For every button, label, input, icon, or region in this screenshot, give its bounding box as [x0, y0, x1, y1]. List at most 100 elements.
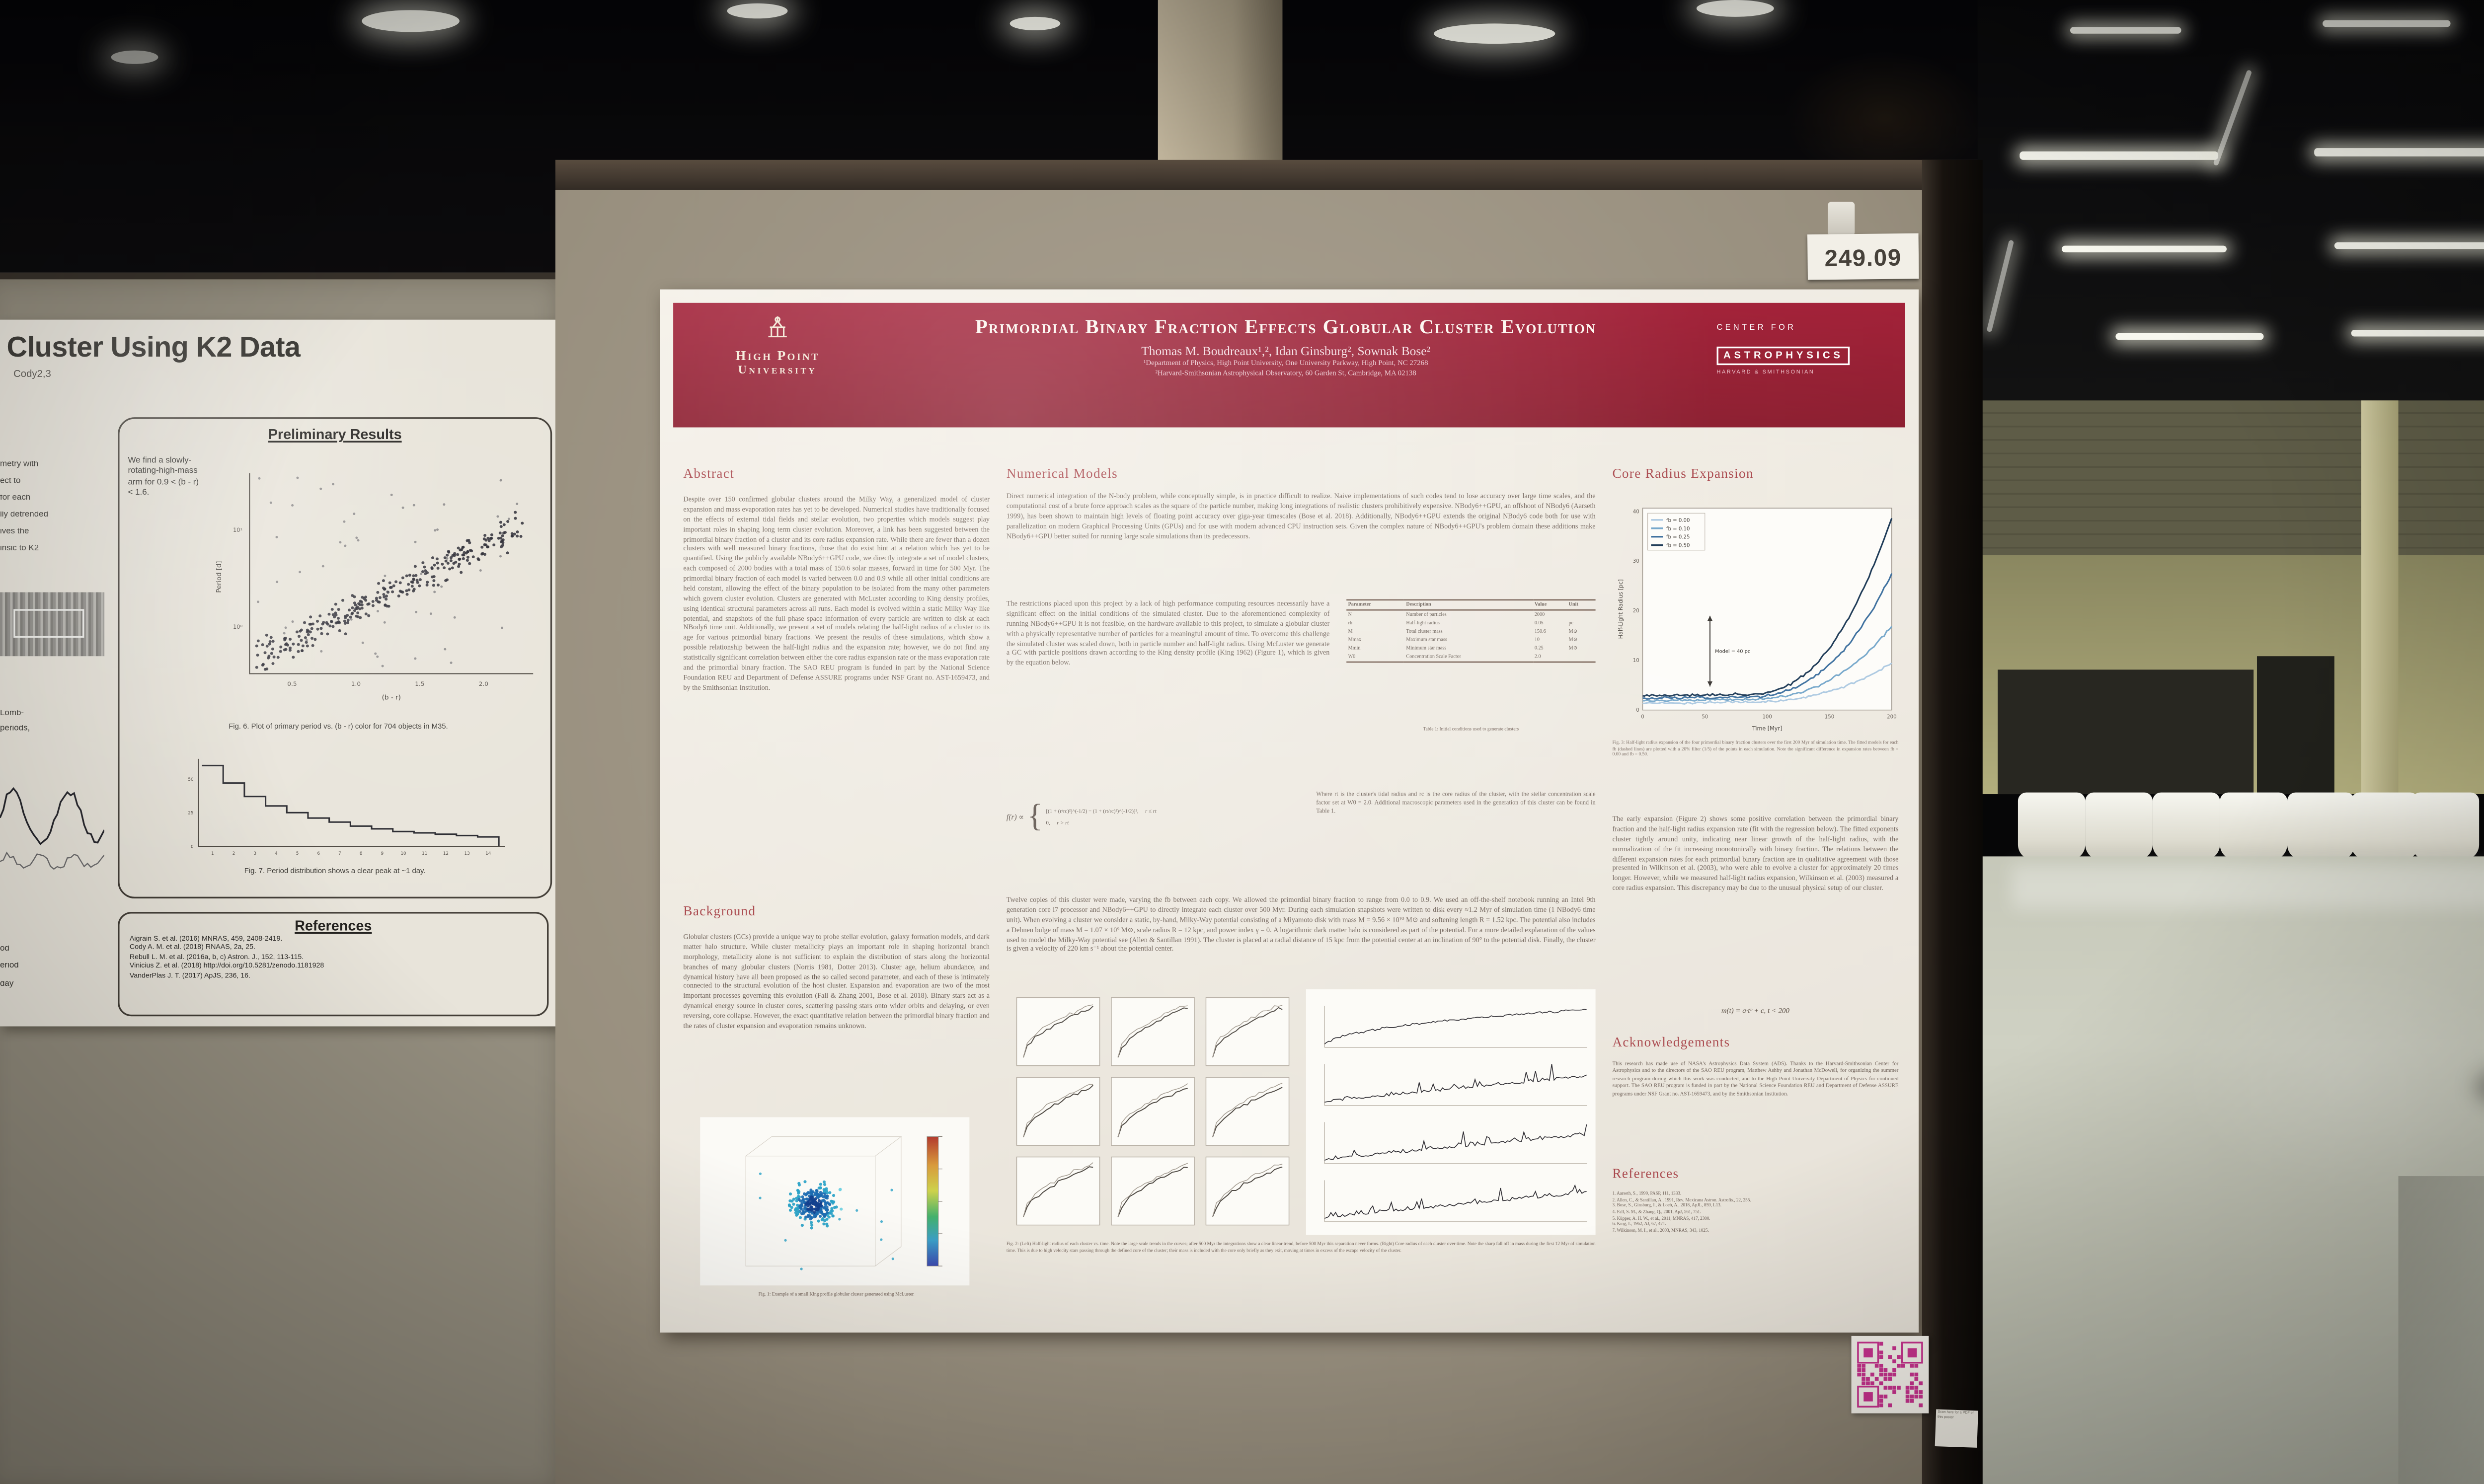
- table-row: W0 Concentration Scale Factor 2.0: [1346, 652, 1596, 663]
- period-color-scatter-figure: 0.5 1.0 1.5 2.0 10⁰ 10¹ (b - r) Period [d]: [216, 473, 534, 702]
- svg-text:Model = 40 pc: Model = 40 pc: [1715, 649, 1750, 654]
- k2-reference: Aigrain S. et al. (2016) MNRAS, 459, 240…: [129, 934, 283, 943]
- numerical-text-1: Direct numerical integration of the N-bo…: [1006, 491, 1596, 539]
- svg-text:7: 7: [338, 851, 341, 856]
- ceiling-light-strip: [2062, 245, 2227, 253]
- binder-clip: [1828, 202, 1855, 236]
- qr-side-label: Scan here for a PDF of this poster: [1935, 1409, 1978, 1448]
- k2-reference: VanderPlas J. T. (2017) ApJS, 236, 16.: [129, 970, 251, 979]
- hall-wall-upper: [1977, 400, 2484, 559]
- poster-authors: Thomas M. Boudreaux¹,², Idan Ginsburg², …: [1141, 343, 1431, 358]
- doorway: [2256, 656, 2334, 795]
- table-row: rh Half-light radius 0.05 pc: [1348, 619, 1574, 626]
- svg-text:fb = 0.10: fb = 0.10: [1666, 526, 1690, 532]
- floor-sheen: [2179, 957, 2484, 1193]
- table-header: Parameter: [1346, 598, 1405, 612]
- svg-text:0: 0: [1641, 715, 1644, 720]
- ceiling-light: [1009, 16, 1061, 30]
- k2-reference: Rebull L. M. et al. (2016a, b, c) Astron…: [129, 952, 304, 961]
- covered-table: [2351, 792, 2419, 860]
- svg-text:1.0: 1.0: [351, 680, 361, 687]
- svg-text:10: 10: [400, 851, 406, 856]
- ceiling-light-strip: [2070, 27, 2181, 34]
- floor-reflection: [2011, 865, 2484, 909]
- svg-text:Time [Myr]: Time [Myr]: [1752, 725, 1782, 732]
- reference-item: 2. Allen, C., & Santillan, A., 1991, Rev…: [1612, 1197, 1751, 1203]
- left-poster-text-fragment: od: [0, 945, 9, 954]
- svg-text:10: 10: [1633, 658, 1639, 664]
- numerical-text-2b: Where rt is the cluster's tidal radius a…: [1316, 791, 1596, 815]
- svg-text:2: 2: [233, 851, 235, 856]
- left-poster-text-fragment: ect to: [0, 478, 21, 487]
- poster-column-middle: Numerical Models Direct numerical integr…: [1007, 457, 1596, 1312]
- reference-item: 3. Bose, S., Ginsburg, I., & Loeb, A., 2…: [1612, 1203, 1722, 1209]
- svg-text:20: 20: [1633, 608, 1639, 614]
- svg-text:8: 8: [360, 851, 363, 856]
- poster-number: 249.09: [1824, 242, 1902, 271]
- svg-text:fb = 0.50: fb = 0.50: [1666, 543, 1690, 549]
- fig7-caption: Fig. 7. Period distribution shows a clea…: [244, 866, 426, 875]
- poster-title-block: Primordial Binary Fraction Effects Globu…: [862, 314, 1710, 378]
- svg-text:50: 50: [188, 777, 194, 782]
- left-poster-text-fragment: insic to K2: [0, 545, 39, 554]
- table-row: M Total cluster mass 150.6 M⊙: [1348, 627, 1578, 634]
- svg-text:14: 14: [485, 851, 491, 856]
- svg-text:12: 12: [443, 851, 449, 856]
- svg-text:13: 13: [465, 851, 470, 856]
- covered-table: [2018, 792, 2086, 860]
- left-poster: Cluster Using K2 Data Cody2,3 metry with…: [0, 319, 559, 1027]
- poster-affiliation: ¹Department of Physics, High Point Unive…: [1143, 359, 1428, 368]
- reference-item: 4. Fall, S. M., & Zhang, Q., 2001, ApJ, …: [1612, 1209, 1702, 1215]
- hall-ceiling: [1977, 0, 2484, 404]
- covered-table: [2152, 792, 2220, 860]
- king-profile-equation: f(r) ∝ { [(1 + (r/rc)²)^(-1/2) − (1 + (r…: [1006, 799, 1157, 835]
- svg-text:6: 6: [317, 851, 320, 856]
- left-poster-text-fragment: for each: [0, 494, 31, 503]
- acknowledgements-text: This research has made use of NASA's Ast…: [1612, 1060, 1899, 1097]
- abstract-text: Despite over 150 confirmed globular clus…: [683, 494, 990, 691]
- k2-reference: Cody A. M. et al. (2018) RNAAS, 2a, 25.: [129, 943, 255, 952]
- cluster-3d-figure: [700, 1117, 970, 1286]
- references-list: 1. Aarseth, S., 1999, PASP, 111, 1333. 2…: [1612, 1191, 1898, 1309]
- svg-text:Period [d]: Period [d]: [216, 561, 223, 593]
- cfa-logo-line2: Astrophysics: [1716, 347, 1851, 366]
- svg-text:0: 0: [191, 844, 194, 849]
- abstract-heading: Abstract: [683, 466, 735, 481]
- core-radius-heading: Core Radius Expansion: [1612, 466, 1754, 481]
- preliminary-results-heading: Preliminary Results: [268, 426, 402, 443]
- left-poster-title: Cluster Using K2 Data: [6, 331, 301, 364]
- ceiling-light-strip: [2019, 151, 2219, 160]
- core-radius-expansion-chart: fb = 0.00 fb = 0.10 fb = 0.25 fb = 0.50 0 50 1…: [1618, 508, 1897, 732]
- table-row: Mmin Minimum star mass 0.25 M⊙: [1348, 644, 1578, 651]
- svg-text:5: 5: [296, 851, 299, 856]
- references-heading: References: [1612, 1166, 1679, 1182]
- poster-title: Primordial Binary Fraction Effects Globu…: [975, 314, 1597, 338]
- covered-table: [2220, 792, 2287, 860]
- table-row: N Number of particles 2000: [1348, 610, 1545, 618]
- table-header: Value: [1533, 598, 1567, 612]
- numerical-text-2: The restrictions placed upon this projec…: [1006, 599, 1330, 667]
- cfa-logo-line1: Center for: [1716, 324, 1796, 333]
- svg-text:25: 25: [188, 811, 193, 816]
- cfa-logo-line3: Harvard & Smithsonian: [1716, 368, 1815, 375]
- left-poster-authors: Cody2,3: [13, 370, 51, 380]
- partition-panels: [1998, 669, 2254, 795]
- svg-text:100: 100: [1762, 715, 1772, 720]
- numerical-models-heading: Numerical Models: [1006, 466, 1118, 481]
- reference-item: 7. Wilkinson, M. I., et al., 2003, MNRAS…: [1612, 1228, 1709, 1233]
- poster-column-left: Abstract Despite over 150 confirmed glob…: [683, 457, 990, 1312]
- hall-floor: [1977, 856, 2484, 1484]
- svg-text:10⁰: 10⁰: [233, 624, 243, 630]
- qr-side-label-text: Scan here for a PDF of this poster: [1937, 1410, 1974, 1419]
- left-poster-text-fragment: metry with: [0, 461, 39, 470]
- poster-column-right: Core Radius Expansion fb = 0.00 fb = 0.10…: [1612, 457, 1898, 1312]
- ceiling-light-strip: [2314, 148, 2484, 157]
- svg-text:11: 11: [422, 851, 427, 856]
- finding-text: We find a slowly-rotating-high-mass arm …: [128, 456, 199, 498]
- left-poster-text-fragment: lly detrended: [0, 511, 49, 520]
- board-top-trim: [555, 159, 1978, 194]
- hpu-building-icon: [768, 316, 787, 338]
- svg-text:(b - r): (b - r): [382, 694, 401, 702]
- reference-item: 5. Küpper, A. H. W., et al., 2011, MNRAS…: [1612, 1215, 1710, 1221]
- numerical-text-3: Twelve copies of this cluster were made,…: [1006, 895, 1596, 953]
